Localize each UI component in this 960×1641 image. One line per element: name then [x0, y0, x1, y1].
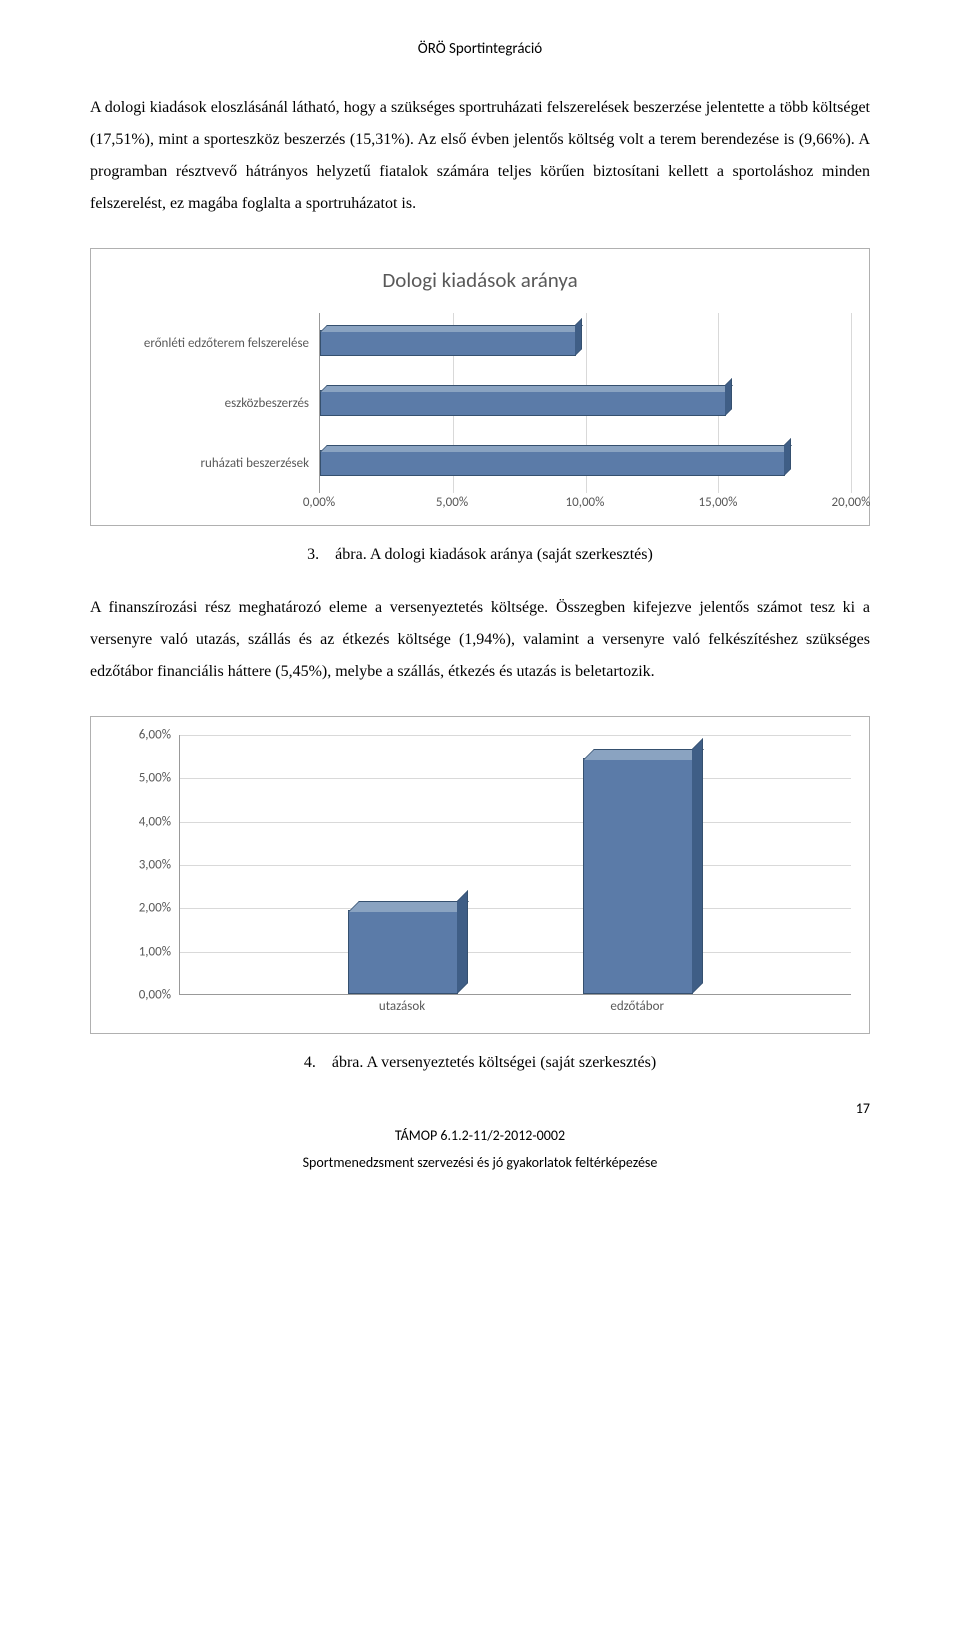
chart2-yaxis: 0,00%1,00%2,00%3,00%4,00%5,00%6,00%	[109, 735, 179, 995]
chart2-gridline	[180, 952, 851, 953]
chart2-bar	[348, 910, 458, 994]
chart1-title: Dologi kiadások aránya	[109, 267, 851, 293]
chart2-xtick: edzőtábor	[610, 999, 664, 1014]
chart1-xtick: 15,00%	[699, 495, 738, 510]
footer-line2: Sportmenedzsment szervezési és jó gyakor…	[90, 1154, 870, 1171]
chart2-ytick: 5,00%	[139, 771, 171, 786]
chart-versenyeztetes: 0,00% 1,00% 2,00% 3,00% 4,00% 5,00% 6,00% utaz…	[90, 716, 870, 1034]
chart1-xtick: 20,00%	[832, 495, 871, 510]
page-header: ÖRÖ Sportintegráció	[90, 40, 870, 58]
caption-2: 4. ábra. A versenyeztetés költségei (saj…	[90, 1054, 870, 1072]
chart1-xtick: 5,00%	[436, 495, 468, 510]
chart1-cat-2: ruházati beszerzések	[109, 433, 309, 493]
chart2-gridline	[180, 735, 851, 736]
chart1-xtick: 10,00%	[566, 495, 605, 510]
chart2-xtick: utazások	[379, 999, 425, 1014]
chart2-ytick: 4,00%	[139, 814, 171, 829]
chart2-xaxis: utazások edzőtábor	[179, 999, 851, 1023]
chart2-ytick: 2,00%	[139, 901, 171, 916]
chart1-bar-row	[320, 373, 851, 433]
caption-1: 3. ábra. A dologi kiadások aránya (saját…	[90, 546, 870, 564]
chart1-xaxis: 0,00%5,00%10,00%15,00%20,00%	[319, 495, 851, 515]
chart2-gridline	[180, 822, 851, 823]
chart2-gridline	[180, 908, 851, 909]
chart1-bar-row	[320, 433, 851, 493]
chart1-bar	[320, 330, 576, 356]
chart1-gridline	[851, 313, 852, 493]
paragraph-2: A finanszírozási rész meghatározó eleme …	[90, 592, 870, 688]
paragraph-1: A dologi kiadások eloszlásánál látható, …	[90, 92, 870, 220]
chart1-plot	[319, 313, 851, 493]
page-number: 17	[90, 1100, 870, 1117]
chart1-cat-0: erőnléti edzőterem felszerelése	[109, 313, 309, 373]
chart1-bar-row	[320, 313, 851, 373]
chart1-bar	[320, 390, 726, 416]
chart2-gridline	[180, 865, 851, 866]
chart1-xtick: 0,00%	[303, 495, 335, 510]
footer-line1: TÁMOP 6.1.2-11/2-2012-0002	[90, 1127, 870, 1144]
chart2-ytick: 0,00%	[139, 988, 171, 1003]
chart2-ytick: 6,00%	[139, 728, 171, 743]
chart2-bar	[583, 758, 693, 994]
chart-dologi-kiadasok: Dologi kiadások aránya erőnléti edzőtere…	[90, 248, 870, 526]
chart1-bar	[320, 450, 785, 476]
chart1-cat-1: eszközbeszerzés	[109, 373, 309, 433]
chart2-ytick: 1,00%	[139, 944, 171, 959]
chart2-gridline	[180, 778, 851, 779]
chart1-ylabels: erőnléti edzőterem felszerelése eszközbe…	[109, 313, 319, 493]
chart2-ytick: 3,00%	[139, 858, 171, 873]
chart2-plot	[179, 735, 851, 995]
